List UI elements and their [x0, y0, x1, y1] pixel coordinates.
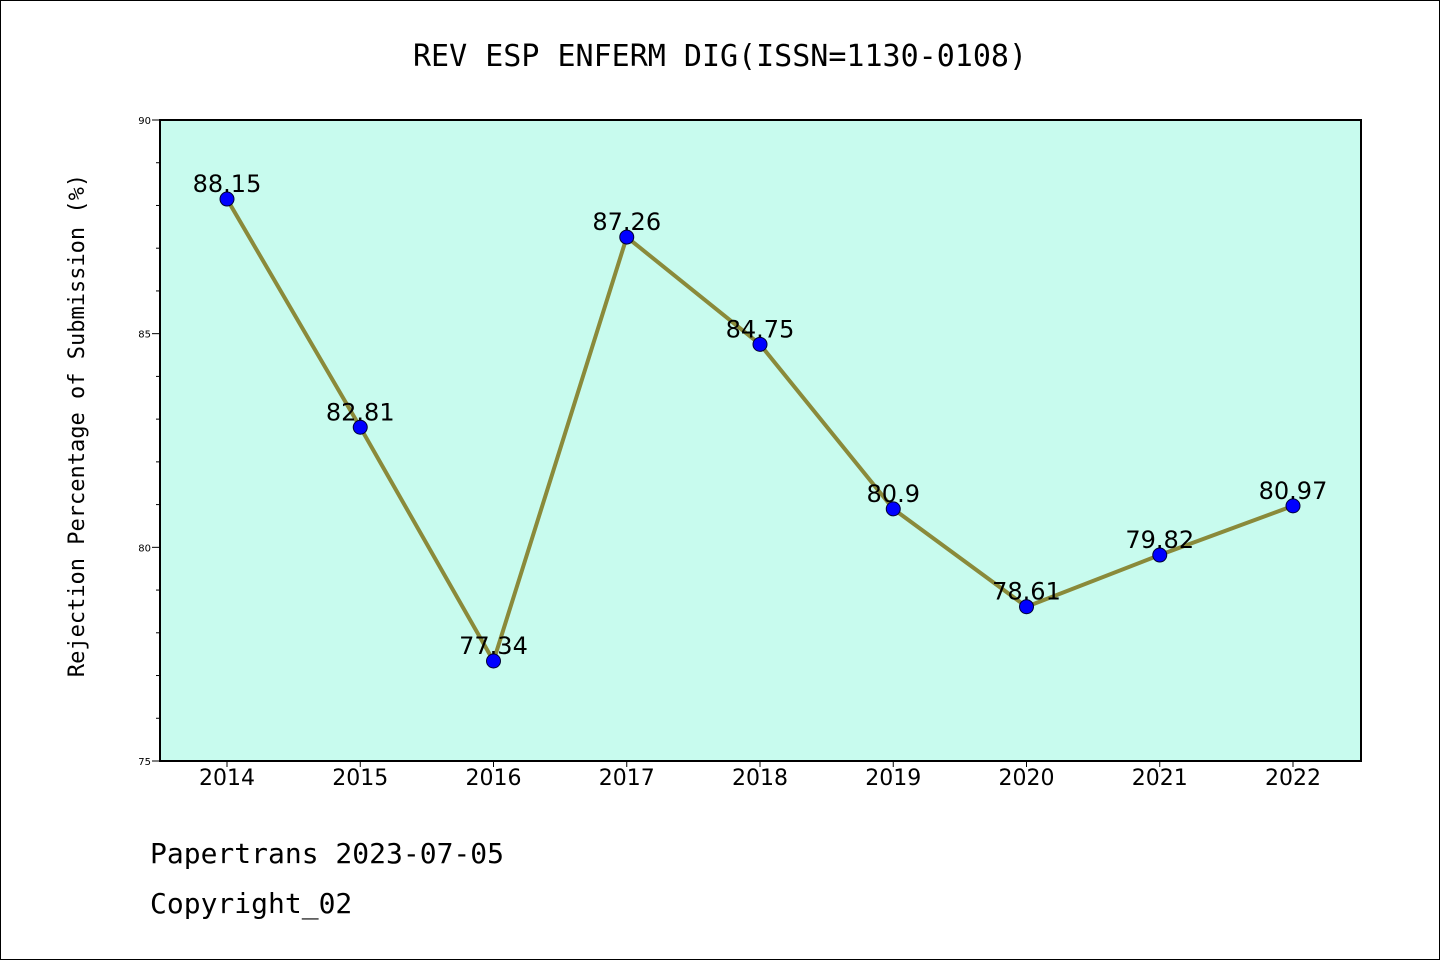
x-tick-label: 2014: [199, 766, 255, 791]
footer-copyright-text: Copyright_02: [150, 887, 352, 921]
data-label: 87.26: [592, 208, 661, 236]
x-tick-label: 2016: [466, 766, 522, 791]
x-tick-label: 2017: [599, 766, 655, 791]
data-label: 82.81: [326, 398, 395, 426]
y-axis-label: Rejection Percentage of Submission (%): [65, 174, 90, 677]
data-label: 80.97: [1259, 477, 1328, 505]
data-label-group: 88.15 82.81 77.34 87.26 84.75 80.9 78.61 79.82 8…: [193, 170, 1328, 660]
data-point: [219, 191, 235, 207]
series-group: [219, 191, 1301, 669]
x-tick-label: 2020: [999, 766, 1055, 791]
data-point: [619, 229, 635, 245]
y-tick-label: 90: [138, 116, 151, 127]
plot-area: [159, 119, 1362, 762]
data-point: [752, 336, 768, 352]
data-point: [486, 653, 501, 669]
chart-title: REV ESP ENFERM DIG(ISSN=1130-0108): [413, 39, 1027, 74]
data-point: [352, 419, 368, 435]
x-tick-label: 2018: [732, 766, 788, 791]
data-label: 79.82: [1125, 526, 1194, 554]
data-point: [1285, 498, 1301, 514]
data-label: 77.34: [459, 632, 528, 660]
y-tick-label: 75: [138, 757, 151, 768]
footer-date-text: Papertrans 2023-07-05: [150, 837, 504, 870]
x-tick-label: 2021: [1132, 766, 1188, 791]
axes: 75 80 85 90 2014 2015 2016 2017 2018 2019 2020 2021…: [138, 116, 1321, 791]
data-label: 78.61: [992, 578, 1061, 606]
y-tick-label: 80: [138, 543, 151, 554]
x-tick-label: 2015: [332, 766, 388, 791]
data-point: [885, 501, 901, 517]
data-point: [1019, 599, 1034, 615]
data-label: 84.75: [726, 315, 795, 343]
x-tick-label: 2019: [865, 766, 921, 791]
data-label: 88.15: [193, 170, 262, 198]
data-label: 80.9: [867, 480, 920, 508]
x-tick-label: 2022: [1265, 766, 1321, 791]
y-tick-label: 85: [138, 330, 151, 341]
data-point: [1152, 547, 1168, 563]
